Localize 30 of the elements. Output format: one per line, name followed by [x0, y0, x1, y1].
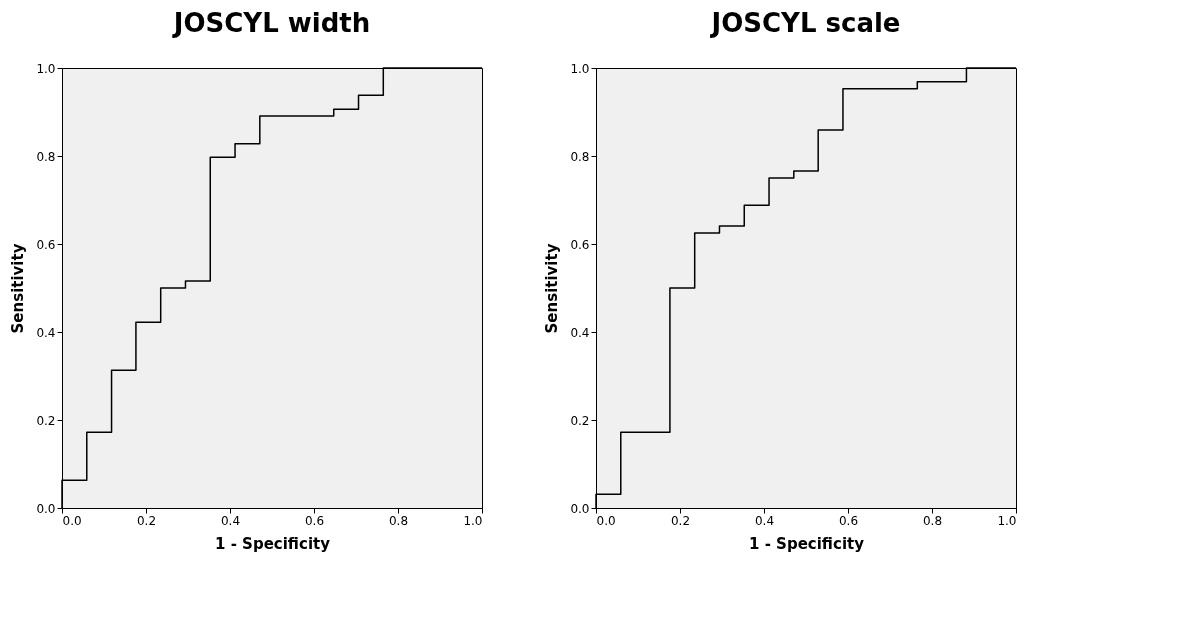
- x-tick-label: 0.4: [220, 513, 241, 528]
- y-tick-label: 0.6: [570, 237, 590, 252]
- chart-title: JOSCYL width: [171, 8, 371, 38]
- x-tick-label: 0.6: [304, 513, 325, 528]
- x-tick-label: 1.0: [997, 513, 1017, 528]
- y-axis-title: Sensitivity: [543, 243, 562, 334]
- x-axis-title: 1 - Specificity: [749, 534, 865, 553]
- x-tick-label: 1.0: [463, 513, 483, 528]
- y-tick-label: 0.0: [570, 501, 590, 516]
- x-tick-label: 0.0: [62, 513, 82, 528]
- y-tick-label: 0.2: [570, 413, 590, 428]
- x-axis-title: 1 - Specificity: [215, 534, 331, 553]
- chart-title: JOSCYL scale: [709, 8, 901, 38]
- y-tick-label: 0.6: [36, 237, 56, 252]
- y-tick-label: 0.2: [36, 413, 56, 428]
- y-tick-label: 0.4: [36, 325, 56, 340]
- x-tick-label: 0.8: [388, 513, 409, 528]
- x-tick-label: 0.2: [670, 513, 691, 528]
- y-axis-title: Sensitivity: [9, 243, 28, 334]
- x-tick-label: 0.2: [136, 513, 157, 528]
- y-tick-label: 0.8: [570, 149, 590, 164]
- y-tick-label: 0.8: [36, 149, 56, 164]
- x-tick-label: 0.6: [838, 513, 859, 528]
- x-tick-label: 0.8: [922, 513, 943, 528]
- y-tick-label: 1.0: [570, 61, 590, 76]
- y-tick-label: 0.0: [36, 501, 56, 516]
- y-tick-label: 1.0: [36, 61, 56, 76]
- x-tick-label: 0.4: [754, 513, 775, 528]
- y-tick-label: 0.4: [570, 325, 590, 340]
- x-tick-label: 0.0: [596, 513, 616, 528]
